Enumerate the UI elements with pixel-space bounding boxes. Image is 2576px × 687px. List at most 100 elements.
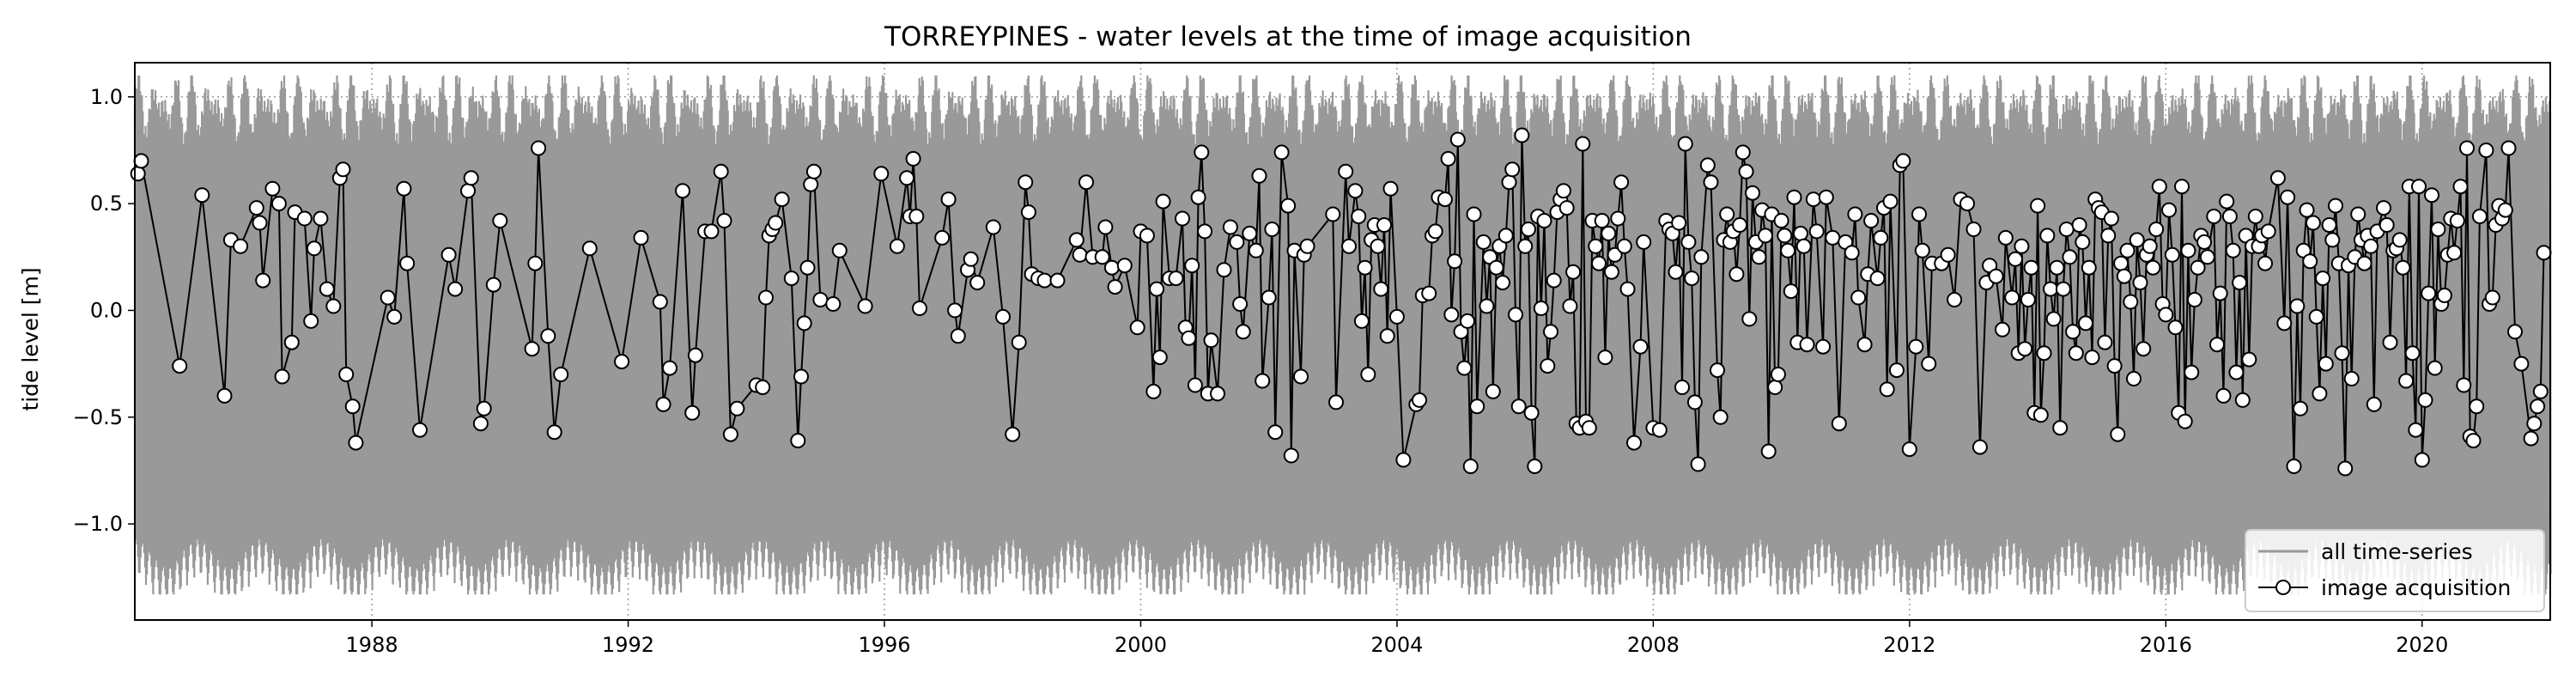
- image-acquisition-point: [2334, 345, 2350, 362]
- image-acquisition-point: [812, 292, 829, 307]
- image-acquisition-point: [2049, 259, 2065, 276]
- x-tick-label: 2000: [1115, 633, 1167, 657]
- image-acquisition-point: [1155, 193, 1171, 210]
- image-acquisition-point: [1449, 131, 1466, 148]
- image-acquisition-point: [793, 368, 809, 385]
- image-acquisition-point: [2177, 413, 2193, 429]
- image-acquisition-point: [1805, 192, 1821, 208]
- image-acquisition-point: [2123, 294, 2139, 310]
- image-acquisition-point: [1712, 409, 1728, 425]
- image-acquisition-point: [675, 183, 690, 199]
- image-acquisition-point: [1341, 238, 1357, 254]
- image-acquisition-point: [348, 435, 364, 451]
- image-acquisition-point: [2302, 253, 2318, 270]
- image-acquisition-point: [2209, 337, 2225, 353]
- image-acquisition-point: [1732, 217, 1748, 233]
- image-acquisition-point: [947, 302, 963, 319]
- image-acquisition-point: [1360, 367, 1376, 382]
- image-acquisition-point: [2312, 386, 2328, 402]
- image-acquisition-point: [908, 209, 925, 224]
- image-acquisition-point: [1613, 174, 1630, 191]
- image-acquisition-point: [1536, 213, 1552, 228]
- image-acquisition-point: [1129, 319, 1145, 336]
- image-acquisition-point: [2241, 351, 2257, 368]
- image-acquisition-point: [716, 213, 732, 228]
- image-acquisition-point: [1825, 229, 1841, 246]
- image-acquisition-point: [963, 251, 979, 267]
- image-acquisition-point: [1097, 219, 1114, 235]
- image-acquisition-point: [662, 360, 677, 376]
- image-acquisition-point: [1353, 313, 1370, 329]
- image-acquisition-point: [1780, 242, 1796, 258]
- image-acquisition-point: [2008, 251, 2023, 267]
- plot-area-frame: [134, 62, 2551, 621]
- image-acquisition-point: [2030, 198, 2046, 214]
- y-tick-label: −0.5: [73, 405, 123, 429]
- image-acquisition-point: [1523, 404, 1540, 421]
- image-acquisition-series: [130, 127, 2552, 477]
- image-acquisition-point: [2126, 371, 2142, 386]
- image-acquisition-point: [1072, 246, 1088, 263]
- image-acquisition-point: [2280, 189, 2296, 205]
- image-acquisition-point: [1783, 283, 1799, 300]
- image-acquisition-point: [2532, 383, 2549, 399]
- image-acquisition-point: [2052, 420, 2069, 436]
- image-acquisition-point: [399, 255, 416, 271]
- image-acquisition-point: [1293, 368, 1309, 385]
- x-tick-label: 2004: [1370, 633, 1423, 657]
- image-acquisition-point: [1588, 238, 1604, 254]
- image-acquisition-point: [2075, 234, 2091, 250]
- image-acquisition-point: [2513, 356, 2530, 372]
- image-acquisition-point: [1995, 321, 2010, 337]
- image-acquisition-point: [2446, 245, 2463, 261]
- image-acquisition-point: [2142, 238, 2158, 254]
- image-acquisition-point: [1911, 206, 1927, 222]
- image-acquisition-point: [799, 259, 816, 276]
- image-acquisition-point: [2219, 193, 2235, 210]
- image-acquisition-point: [2484, 289, 2500, 306]
- image-acquisition-point: [1005, 426, 1021, 442]
- image-acquisition-point: [1758, 228, 1773, 244]
- all-time-series-path: [133, 75, 2552, 595]
- image-acquisition-point: [274, 368, 290, 385]
- image-acquisition-point: [2398, 373, 2415, 389]
- image-acquisition-point: [1777, 228, 1793, 244]
- image-acquisition-point: [1485, 383, 1501, 399]
- image-acquisition-point: [2106, 358, 2123, 374]
- image-acquisition-point: [1869, 271, 1886, 287]
- image-acquisition-point: [889, 238, 905, 254]
- image-acquisition-point: [2036, 345, 2052, 362]
- image-acquisition-point: [783, 271, 799, 287]
- image-acquisition-point: [1498, 228, 1514, 244]
- image-acquisition-point: [1488, 259, 1504, 276]
- image-acquisition-point: [1520, 222, 1536, 237]
- image-acquisition-point: [1456, 360, 1473, 376]
- image-acquisition-point: [1895, 153, 1911, 169]
- legend-box: [2245, 529, 2545, 612]
- image-acquisition-point: [1793, 225, 1808, 241]
- image-acquisition-point: [2055, 281, 2071, 297]
- image-acquisition-point: [255, 272, 271, 289]
- image-acquisition-point: [2408, 422, 2424, 438]
- image-acquisition-point: [1540, 358, 1556, 374]
- image-acquisition-point: [1267, 424, 1284, 441]
- image-acquisition-point: [1325, 206, 1341, 222]
- image-acquisition-point: [2068, 345, 2084, 362]
- image-acquisition-point: [2180, 242, 2196, 258]
- image-acquisition-point: [440, 246, 457, 263]
- image-acquisition-point: [2289, 298, 2306, 314]
- image-acquisition-point: [1068, 232, 1084, 248]
- image-acquisition-point: [335, 161, 351, 178]
- image-acquisition-point: [2199, 249, 2215, 265]
- image-acquisition-point: [2363, 238, 2379, 254]
- x-tick-label: 1988: [346, 633, 398, 657]
- image-acquisition-point: [1232, 296, 1249, 312]
- image-acquisition-point: [758, 289, 774, 306]
- image-acquisition-point: [1235, 324, 1251, 340]
- image-acquisition-point: [995, 308, 1011, 325]
- image-acquisition-point: [1751, 249, 1767, 265]
- image-acquisition-point: [1901, 441, 1917, 458]
- image-acquisition-point: [1049, 272, 1066, 289]
- image-acquisition-point: [969, 275, 986, 291]
